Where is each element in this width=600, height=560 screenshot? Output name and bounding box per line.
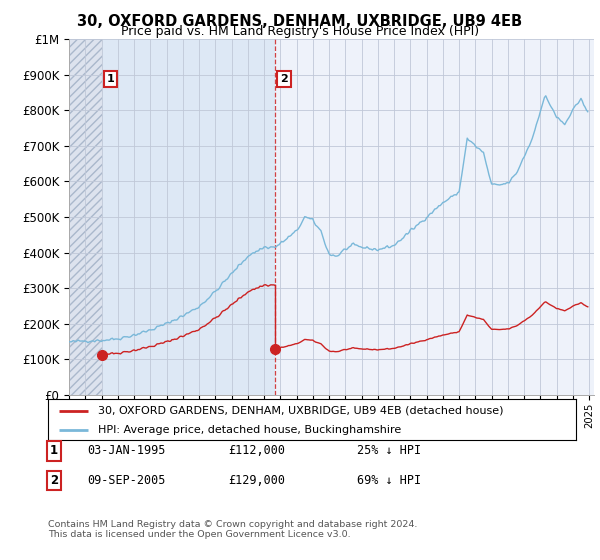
Text: 03-JAN-1995: 03-JAN-1995 bbox=[87, 444, 166, 458]
Text: £112,000: £112,000 bbox=[228, 444, 285, 458]
Text: HPI: Average price, detached house, Buckinghamshire: HPI: Average price, detached house, Buck… bbox=[98, 424, 401, 435]
Text: 69% ↓ HPI: 69% ↓ HPI bbox=[357, 474, 421, 487]
Text: 30, OXFORD GARDENS, DENHAM, UXBRIDGE, UB9 4EB: 30, OXFORD GARDENS, DENHAM, UXBRIDGE, UB… bbox=[77, 14, 523, 29]
Text: 09-SEP-2005: 09-SEP-2005 bbox=[87, 474, 166, 487]
Text: Price paid vs. HM Land Registry's House Price Index (HPI): Price paid vs. HM Land Registry's House … bbox=[121, 25, 479, 38]
Text: 25% ↓ HPI: 25% ↓ HPI bbox=[357, 444, 421, 458]
Text: 1: 1 bbox=[107, 74, 115, 84]
Text: £129,000: £129,000 bbox=[228, 474, 285, 487]
Text: Contains HM Land Registry data © Crown copyright and database right 2024.
This d: Contains HM Land Registry data © Crown c… bbox=[48, 520, 418, 539]
Text: 2: 2 bbox=[280, 74, 288, 84]
Bar bbox=[102, 39, 275, 395]
Text: 30, OXFORD GARDENS, DENHAM, UXBRIDGE, UB9 4EB (detached house): 30, OXFORD GARDENS, DENHAM, UXBRIDGE, UB… bbox=[98, 405, 503, 416]
Text: 1: 1 bbox=[50, 444, 58, 458]
Bar bbox=[69, 39, 102, 395]
Text: 2: 2 bbox=[50, 474, 58, 487]
